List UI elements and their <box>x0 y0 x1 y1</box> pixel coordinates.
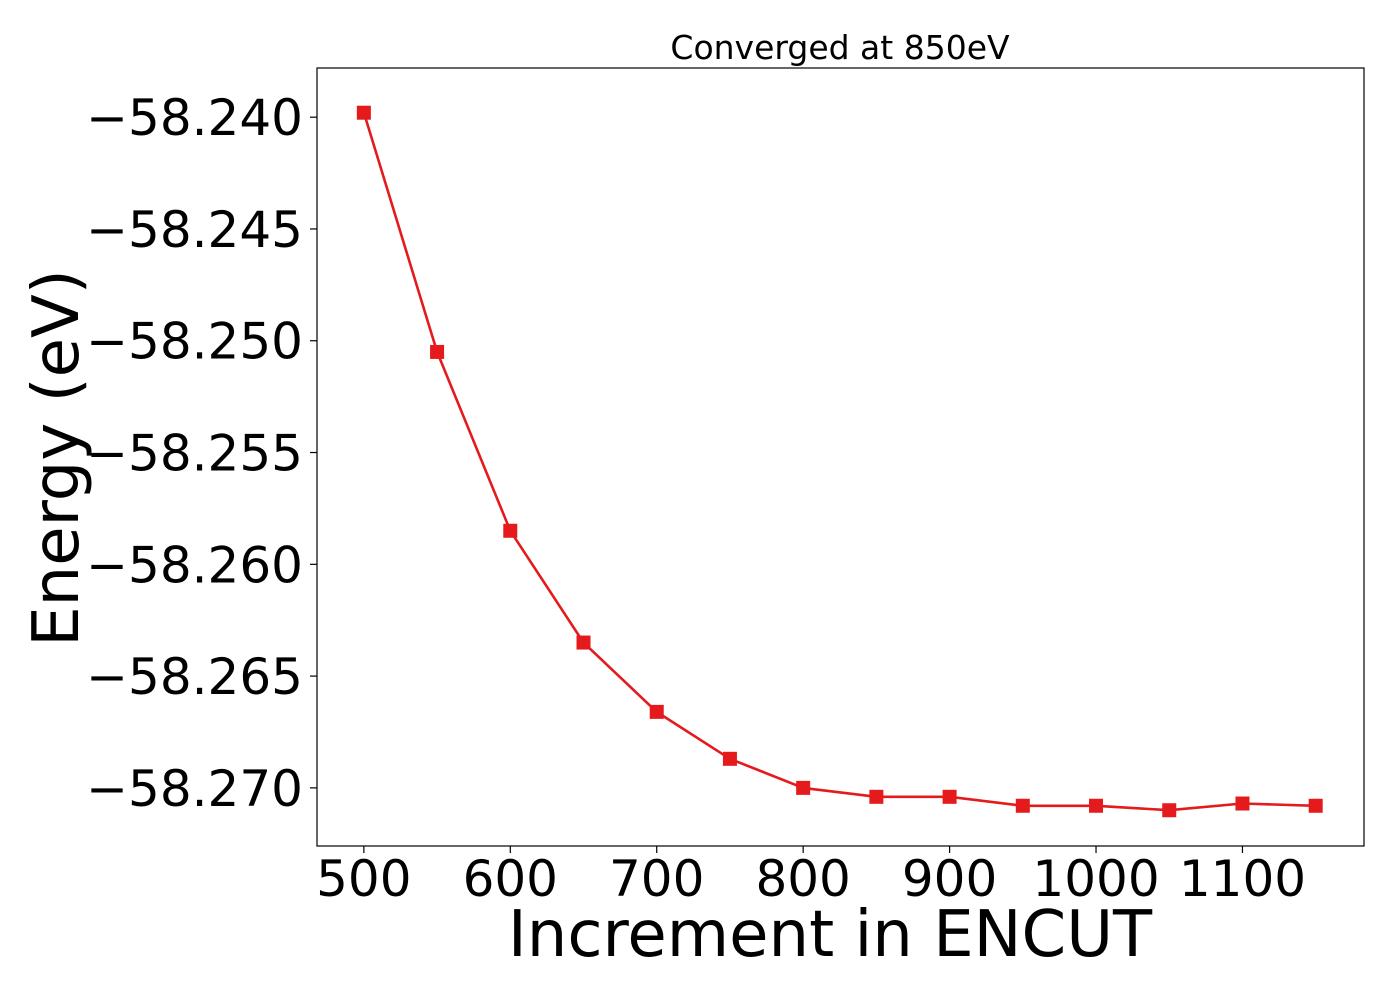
x-tick-label: 800 <box>755 850 850 908</box>
y-tick-label: −58.255 <box>86 425 303 483</box>
data-point-marker <box>869 789 884 804</box>
plot-area-frame <box>316 67 1365 847</box>
data-point-marker <box>722 751 737 766</box>
y-tick-label: −58.245 <box>86 201 303 259</box>
x-tick-label: 900 <box>902 850 997 908</box>
x-tick-label: 1100 <box>1179 850 1306 908</box>
data-point-marker <box>796 780 811 795</box>
y-tick-label: −58.260 <box>86 536 303 594</box>
data-point-marker <box>1015 798 1030 813</box>
data-point-marker <box>1089 798 1104 813</box>
y-axis-label: Energy (eV) <box>20 269 94 647</box>
data-point-marker <box>942 789 957 804</box>
ticks-layer: 500 600 700 800 900 1000 1100 −58.240 −58.245 −58… <box>86 89 1306 908</box>
y-tick-label: −58.265 <box>86 648 303 706</box>
x-axis-label: Increment in ENCUT <box>508 898 1153 972</box>
series-layer <box>356 105 1323 818</box>
data-point-marker <box>356 105 371 120</box>
y-tick-label: −58.250 <box>86 313 303 371</box>
data-point-marker <box>576 635 591 650</box>
chart-title: Converged at 850eV <box>670 28 1010 67</box>
series-line <box>362 112 1316 812</box>
y-tick-label: −58.240 <box>86 89 303 147</box>
data-point-marker <box>1235 796 1250 811</box>
x-tick-label: 500 <box>316 850 411 908</box>
data-point-marker <box>1308 798 1323 813</box>
data-point-marker <box>1162 803 1177 818</box>
data-point-marker <box>649 704 664 719</box>
x-tick-label: 600 <box>463 850 558 908</box>
x-tick-label: 700 <box>609 850 704 908</box>
data-point-marker <box>430 344 445 359</box>
y-tick-label: −58.270 <box>86 760 303 818</box>
data-point-marker <box>503 523 518 538</box>
x-tick-label: 1000 <box>1032 850 1159 908</box>
